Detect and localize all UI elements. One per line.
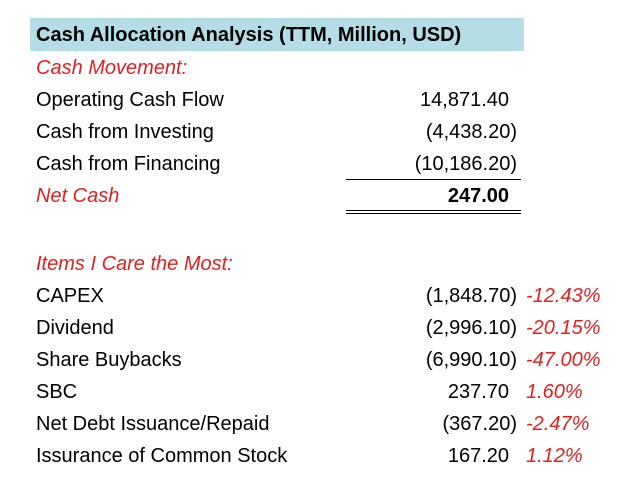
row-label: Issurance of Common Stock <box>36 445 288 467</box>
row-percent: -2.47% <box>526 413 590 435</box>
table-row: Cash from Investing (4,438.20) <box>0 116 637 148</box>
net-cash-row: Net Cash 247.00 <box>0 180 637 212</box>
table-row: Net Debt Issuance/Repaid (367.20) -2.47% <box>0 408 637 440</box>
row-label: Dividend <box>36 317 114 339</box>
table-row: SBC 237.70 1.60% <box>0 376 637 408</box>
row-percent: -20.15% <box>526 317 601 339</box>
row-percent: 1.12% <box>526 445 583 467</box>
double-rule-top <box>346 210 521 211</box>
row-label: Share Buybacks <box>36 349 182 371</box>
row-value: (2,996.10) <box>425 317 517 339</box>
items-header: Items I Care the Most: <box>36 253 233 275</box>
cash-movement-header: Cash Movement: <box>36 57 188 79</box>
table-row: Dividend (2,996.10) -20.15% <box>0 312 637 344</box>
row-value: 237.70 <box>447 381 509 403</box>
net-cash-value: 247.00 <box>447 185 509 207</box>
table-row: CAPEX (1,848.70) -12.43% <box>0 280 637 312</box>
row-value: (367.20) <box>442 413 518 435</box>
row-label: Cash from Financing <box>36 153 221 175</box>
table-row: Operating Cash Flow 14,871.40 <box>0 84 637 116</box>
row-value: 14,871.40 <box>420 89 509 111</box>
row-label: Net Debt Issuance/Repaid <box>36 413 270 435</box>
title-background <box>30 18 524 51</box>
row-value: (6,990.10) <box>425 349 517 371</box>
row-label: Cash from Investing <box>36 121 214 143</box>
table-row: Issurance of Common Stock 167.20 1.12% <box>0 440 637 472</box>
row-value: (1,848.70) <box>425 285 517 307</box>
row-value: 167.20 <box>447 445 509 467</box>
row-percent: 1.60% <box>526 381 583 403</box>
row-percent: -12.43% <box>526 285 601 307</box>
row-value: (10,186.20) <box>414 153 517 175</box>
row-label: CAPEX <box>36 285 104 307</box>
row-label: SBC <box>36 381 78 403</box>
row-percent: -47.00% <box>526 349 601 371</box>
section-header-row: Items I Care the Most: <box>0 248 637 280</box>
double-rule-bottom <box>346 213 521 214</box>
section-header-row: Cash Movement: <box>0 52 637 84</box>
row-value: (4,438.20) <box>425 121 517 143</box>
table-row: Cash from Financing (10,186.20) <box>0 148 637 180</box>
subtotal-rule <box>346 179 521 180</box>
row-label: Operating Cash Flow <box>36 89 224 111</box>
net-cash-label: Net Cash <box>36 185 120 207</box>
table-row: Share Buybacks (6,990.10) -47.00% <box>0 344 637 376</box>
table-title: Cash Allocation Analysis (TTM, Million, … <box>36 24 462 46</box>
